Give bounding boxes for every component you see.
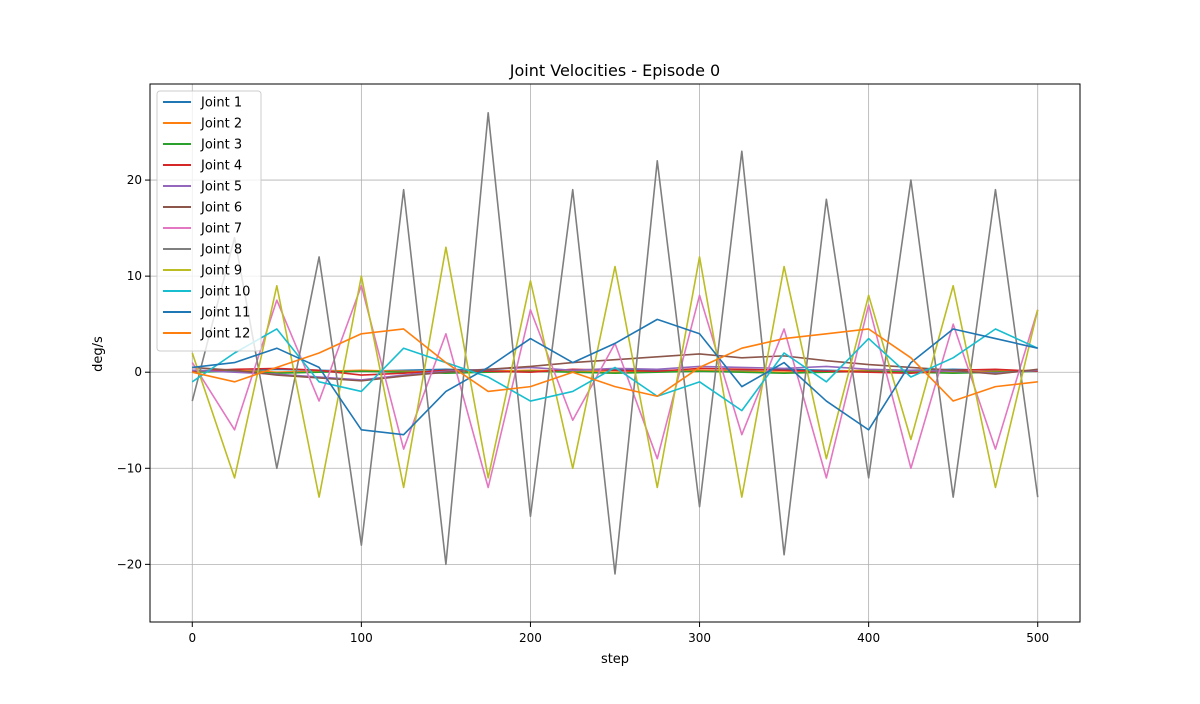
series-line-joint-2 xyxy=(192,369,1038,374)
y-tick-label: −10 xyxy=(117,461,142,475)
legend-label: Joint 12 xyxy=(200,327,250,342)
x-tick-label: 100 xyxy=(350,631,373,645)
legend-label: Joint 7 xyxy=(200,222,242,237)
legend-label: Joint 11 xyxy=(200,306,250,321)
legend-label: Joint 1 xyxy=(200,96,242,111)
chart-title: Joint Velocities - Episode 0 xyxy=(509,61,720,80)
legend-label: Joint 3 xyxy=(200,138,242,153)
legend-label: Joint 2 xyxy=(200,117,242,132)
series-line-joint-12 xyxy=(192,328,1038,402)
y-axis-ticks: −20 −10 0 10 20 xyxy=(117,173,150,571)
legend-label: Joint 6 xyxy=(200,201,242,216)
series-line-joint-4 xyxy=(192,367,1038,376)
x-axis-label: step xyxy=(601,652,629,667)
x-tick-label: 0 xyxy=(188,631,196,645)
plot-area-frame xyxy=(149,83,1081,623)
series-line-joint-8 xyxy=(191,112,1039,575)
x-tick-label: 500 xyxy=(1026,631,1049,645)
legend-label: Joint 9 xyxy=(200,264,242,279)
series-line-joint-11 xyxy=(192,318,1038,436)
legend-label: Joint 5 xyxy=(200,180,242,195)
x-tick-label: 200 xyxy=(519,631,542,645)
series-line-joint-10 xyxy=(191,328,1039,412)
x-axis-ticks: 0 100 200 300 400 500 xyxy=(188,622,1049,645)
x-tick-label: 300 xyxy=(688,631,711,645)
series-line-joint-6 xyxy=(192,353,1038,382)
legend: Joint 1 Joint 2 Joint 3 Joint 4 Joint 5 Joint… xyxy=(156,90,262,352)
legend-label: Joint 8 xyxy=(200,243,242,258)
legend-label: Joint 4 xyxy=(200,159,242,174)
y-tick-label: 20 xyxy=(127,173,142,187)
legend-box xyxy=(156,90,262,352)
legend-label: Joint 10 xyxy=(200,285,250,300)
y-tick-label: 0 xyxy=(134,365,142,379)
series-line-joint-9 xyxy=(191,246,1039,498)
y-axis-label: deg/s xyxy=(91,336,106,372)
y-tick-label: −20 xyxy=(117,557,142,571)
y-tick-label: 10 xyxy=(127,269,142,283)
series-lines xyxy=(191,112,1039,575)
x-tick-label: 400 xyxy=(857,631,880,645)
